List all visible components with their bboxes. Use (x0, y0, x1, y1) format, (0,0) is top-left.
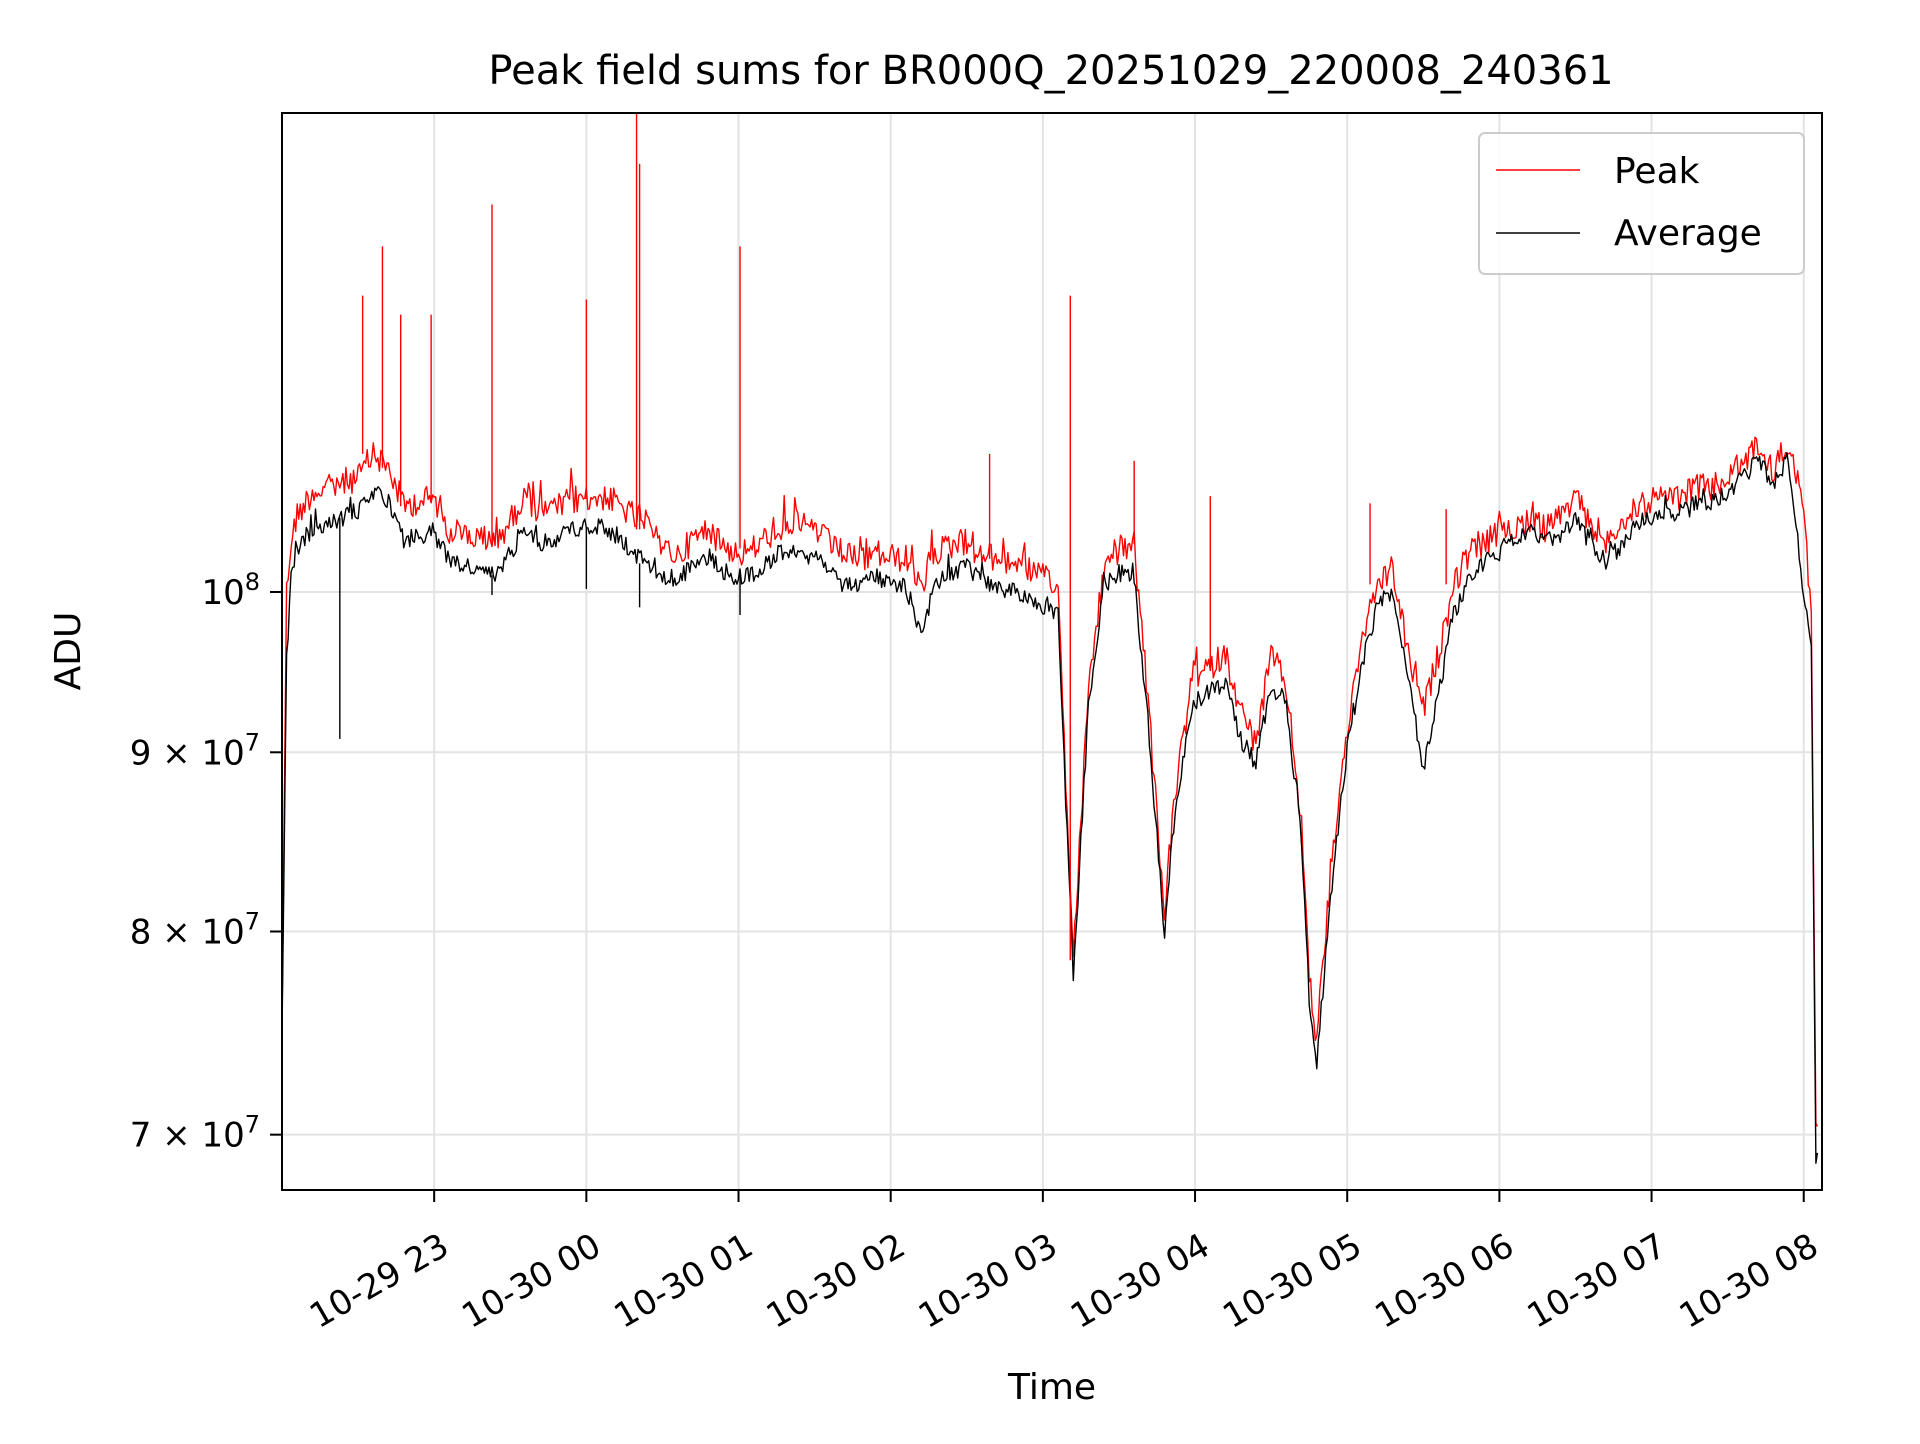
y-tick-label-base: 10 (201, 573, 244, 613)
y-tick-label-exponent: 7 (245, 728, 260, 756)
average-dips (339, 517, 741, 739)
y-tick-label-base: 8 × 10 (130, 912, 245, 952)
legend-label-peak: Peak (1614, 151, 1700, 192)
y-tick-label-exponent: 8 (245, 568, 260, 596)
legend: Peak Average (1478, 132, 1805, 275)
y-tick-label-base: 7 × 10 (130, 1116, 245, 1156)
x-axis-label: Time (1007, 1367, 1096, 1408)
y-tick-label: 8 × 107 (130, 907, 260, 952)
legend-label-average: Average (1614, 213, 1762, 254)
y-tick-label-base: 9 × 10 (130, 733, 245, 773)
series-line-peak (282, 436, 1819, 1127)
plot-frame (281, 112, 1823, 1191)
y-tick-label: 108 (201, 568, 260, 613)
y-tick-label-exponent: 7 (245, 1111, 260, 1139)
y-tick-label-exponent: 7 (245, 907, 260, 935)
legend-box (1478, 132, 1805, 275)
chart-title: Peak field sums for BR000Q_20251029_2200… (488, 48, 1613, 94)
y-tick-label: 7 × 107 (130, 1111, 260, 1156)
series-line-average (282, 452, 1819, 1164)
y-tick-label: 9 × 107 (130, 728, 260, 773)
y-axis-label: ADU (48, 612, 89, 691)
peak-spikes (361, 113, 1447, 961)
